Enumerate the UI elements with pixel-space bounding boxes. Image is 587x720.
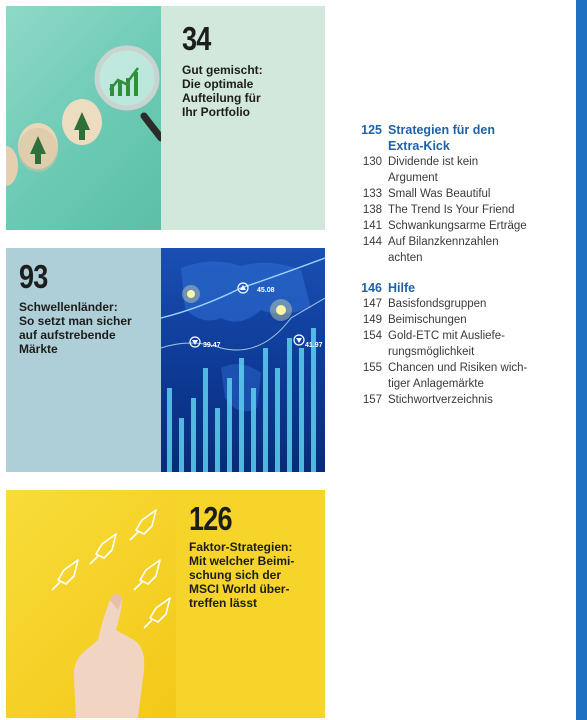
toc-section: 146 Hilfe 147 Basisfondsgruppen 149 Beim… (349, 280, 569, 408)
toc-section: 125 Strategien für den Extra-Kick 130 Di… (349, 122, 569, 266)
article-card-emerging-markets[interactable]: 93 Schwellenländer: So setzt man sicher … (6, 248, 325, 472)
page-edge-bar (576, 0, 587, 720)
toc-entry[interactable]: 133 Small Was Beautiful (349, 186, 569, 202)
bar-chart-illustration: 45.08 39.47 41.97 (161, 257, 325, 472)
toc-page-number: 157 (362, 394, 382, 406)
toc-title: The Trend Is Your Friend (388, 204, 515, 216)
toc-page-number: 138 (362, 204, 382, 216)
toc-entry[interactable]: 155 Chancen und Risiken wich- tiger Anla… (349, 360, 569, 392)
magnifier-growth-image (6, 6, 161, 230)
toc-page-number: 133 (362, 188, 382, 200)
chart-value-label: 39.47 (203, 342, 221, 349)
chart-value-label: 41.97 (305, 342, 323, 349)
page-number: 126 (189, 500, 233, 537)
toc-section-heading[interactable]: 125 Strategien für den Extra-Kick (349, 122, 569, 154)
chart-value-label: 45.08 (257, 287, 275, 294)
toc-entry[interactable]: 141 Schwankungsarme Erträge (349, 218, 569, 234)
toc-page-number: 146 (361, 281, 382, 295)
page-number: 93 (19, 258, 48, 295)
toc-title: Strategien für den Extra-Kick (388, 123, 495, 153)
card-text-panel (161, 6, 325, 230)
toc-page-number: 149 (362, 314, 382, 326)
card-text-panel (176, 490, 325, 718)
toc-title: Stichwortverzeichnis (388, 394, 493, 406)
card-text-panel (6, 248, 161, 472)
magnifier-arrows-illustration (6, 45, 161, 186)
toc-entry[interactable]: 154 Gold-ETC mit Ausliefe- rungsmöglichk… (349, 328, 569, 360)
article-caption: Schwellenländer: So setzt man sicher auf… (19, 300, 132, 356)
toc-entry[interactable]: 149 Beimischungen (349, 312, 569, 328)
hand-rockets-image (6, 490, 176, 718)
toc-entry[interactable]: 157 Stichwortverzeichnis (349, 392, 569, 408)
toc-title: Gold-ETC mit Ausliefe- rungsmöglichkeit (388, 330, 505, 358)
toc-title: Beimischungen (388, 314, 467, 326)
toc-title: Small Was Beautiful (388, 188, 491, 200)
toc-title: Basisfondsgruppen (388, 298, 487, 310)
table-of-contents: 125 Strategien für den Extra-Kick 130 Di… (349, 122, 569, 408)
toc-title: Auf Bilanzkennzahlen achten (388, 236, 499, 264)
article-card-portfolio[interactable]: 34 Gut gemischt: Die optimale Aufteilung… (6, 6, 325, 230)
rocket-icons-illustration (51, 509, 171, 718)
toc-page-number: 141 (362, 220, 382, 232)
toc-title: Chancen und Risiken wich- tiger Anlagemä… (388, 362, 528, 390)
toc-title: Schwankungsarme Erträge (388, 220, 527, 232)
toc-entry[interactable]: 138 The Trend Is Your Friend (349, 202, 569, 218)
page-number: 34 (182, 20, 211, 57)
article-caption: Faktor-Strategien: Mit welcher Beimi- sc… (189, 540, 295, 610)
stock-chart-world-map-image: 45.08 39.47 41.97 (161, 248, 325, 472)
toc-page-number: 144 (362, 236, 382, 248)
toc-entry[interactable]: 130 Dividende ist kein Argument (349, 154, 569, 186)
toc-page-number: 125 (361, 123, 382, 137)
toc-entry[interactable]: 147 Basisfondsgruppen (349, 296, 569, 312)
toc-page-number: 155 (362, 362, 382, 374)
toc-page-number: 147 (362, 298, 382, 310)
article-card-factor-strategies[interactable]: 126 Faktor-Strategien: Mit welcher Beimi… (6, 490, 325, 718)
toc-title: Hilfe (388, 281, 416, 295)
toc-page-number: 154 (362, 330, 382, 342)
toc-section-heading[interactable]: 146 Hilfe (349, 280, 569, 296)
article-caption: Gut gemischt: Die optimale Aufteilung fü… (182, 63, 263, 119)
toc-page-number: 130 (362, 156, 382, 168)
toc-entry[interactable]: 144 Auf Bilanzkennzahlen achten (349, 234, 569, 266)
toc-title: Dividende ist kein Argument (388, 156, 479, 184)
